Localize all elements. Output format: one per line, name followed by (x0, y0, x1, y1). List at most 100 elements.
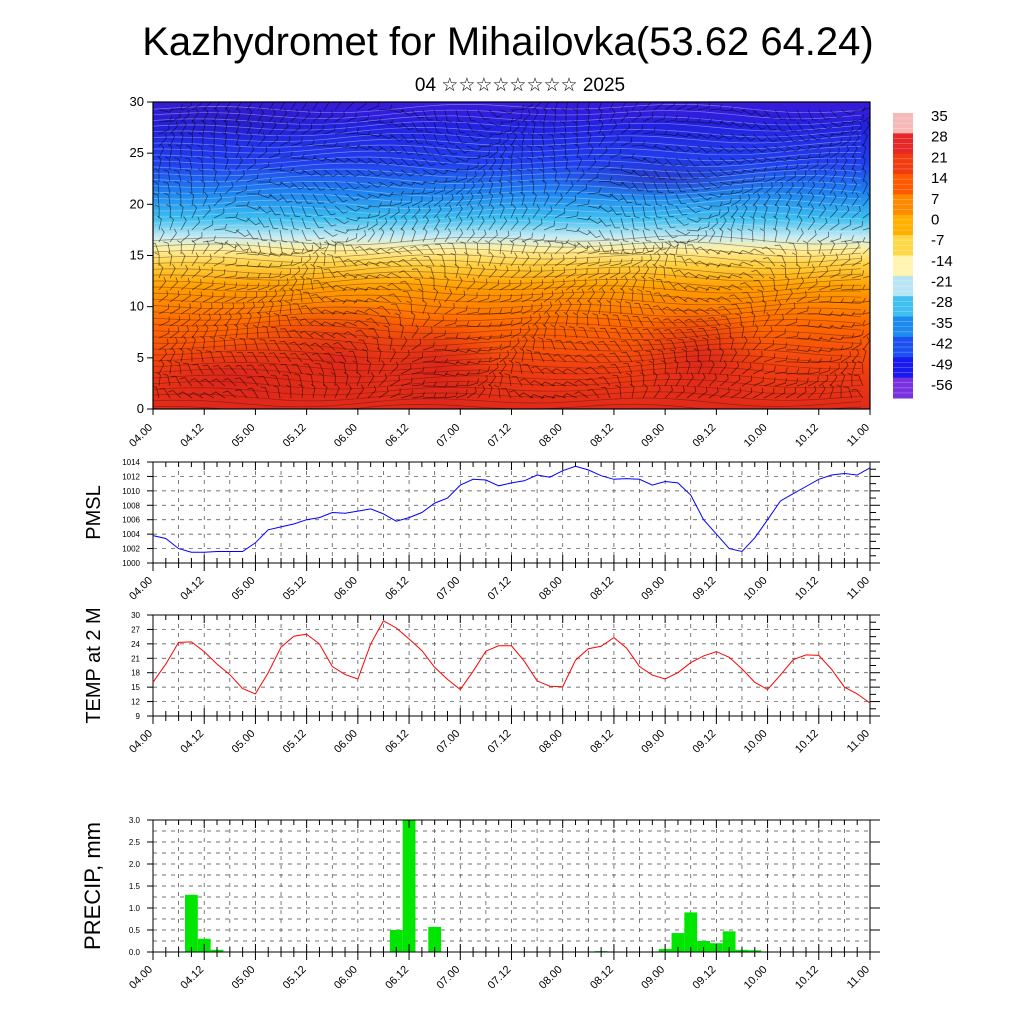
wind-barb (510, 132, 517, 147)
wind-barb (521, 279, 533, 291)
wind-barb (851, 167, 857, 183)
wind-barb (851, 132, 860, 147)
wind-barb (235, 364, 248, 375)
wind-barb (653, 217, 663, 230)
wind-barb (158, 227, 165, 243)
wind-barb (576, 278, 587, 291)
x-tick-label: 05.00 (230, 422, 258, 450)
wind-barb (235, 272, 250, 279)
wind-barb (444, 184, 456, 195)
wind-barb (622, 315, 633, 327)
wind-barb (631, 247, 645, 255)
wind-barb (367, 157, 382, 165)
wind-barb (444, 360, 460, 365)
wind-barb (472, 240, 479, 255)
wind-barb (400, 390, 413, 399)
wind-barb (326, 362, 336, 375)
wind-barb (752, 121, 767, 130)
wind-barb (602, 313, 611, 327)
wind-barb (796, 263, 801, 279)
wind-barb (851, 143, 858, 159)
wind-barb (154, 168, 160, 183)
wind-barb (331, 298, 347, 303)
wind-barb (466, 204, 474, 219)
wind-barb (763, 192, 771, 207)
wind-barb (851, 284, 866, 291)
wind-barb (774, 192, 781, 207)
wind-barb (686, 328, 699, 339)
wind-barb (312, 169, 327, 177)
wind-barb (246, 376, 259, 387)
wind-barb (162, 181, 171, 195)
wind-barb (312, 229, 325, 240)
wind-barb (364, 286, 380, 292)
wind-barb (400, 169, 415, 177)
wind-barb (294, 373, 303, 387)
wind-barb (741, 157, 757, 164)
wind-barb (488, 251, 494, 267)
wind-barb (436, 254, 446, 267)
wind-barb (609, 193, 624, 202)
wind-barb (191, 203, 198, 219)
wind-barb (730, 178, 745, 184)
wind-barb (235, 229, 250, 237)
wind-barb (520, 378, 534, 387)
wind-barb (686, 359, 691, 375)
wind-barb (768, 277, 776, 291)
wind-barb (574, 391, 589, 399)
wind-barb (609, 148, 622, 159)
wind-barb (840, 135, 851, 147)
wind-barb (281, 314, 292, 327)
wind-barb (400, 336, 408, 351)
wind-barb (620, 276, 628, 291)
wind-barb (664, 280, 677, 291)
y-tick-label: 10 (130, 299, 144, 314)
wind-barb (235, 170, 245, 183)
wind-barb (847, 372, 853, 387)
wind-barb (818, 158, 829, 171)
wind-barb (356, 230, 367, 243)
wind-barb (200, 119, 206, 135)
wind-barb (774, 355, 788, 363)
y-tick-label: 0.5 (129, 926, 141, 935)
wind-barb (529, 394, 545, 399)
wind-barb (377, 305, 391, 315)
wind-barb (719, 169, 735, 176)
wind-barb (425, 266, 435, 279)
wind-barb (686, 181, 699, 192)
wind-barb (246, 364, 259, 375)
wind-barb (411, 169, 426, 177)
wind-barb (375, 261, 391, 267)
y-axis-label: TEMP at 2 M (83, 607, 105, 723)
wind-barb (598, 193, 614, 198)
wind-barb (180, 119, 187, 135)
wind-barb (200, 335, 206, 351)
wind-barb (164, 156, 171, 171)
wind-barb (653, 113, 666, 123)
wind-barb (323, 193, 336, 204)
wind-barb (719, 197, 732, 207)
wind-barb (352, 360, 358, 375)
wind-barb (694, 308, 710, 315)
wind-barb (686, 133, 702, 139)
wind-barb (364, 274, 380, 280)
wind-barb (840, 156, 848, 171)
wind-barb (378, 227, 385, 243)
wind-barb (257, 272, 272, 279)
wind-barb (589, 327, 600, 339)
wind-barb (706, 347, 712, 363)
wind-barb (684, 318, 699, 327)
wind-barb (477, 278, 488, 291)
wind-barb (645, 290, 655, 303)
wind-barb (422, 341, 435, 351)
wind-barb (434, 243, 446, 255)
wind-barb (532, 253, 541, 267)
wind-barb (585, 366, 600, 375)
x-tick-label: 07.00 (434, 728, 462, 756)
wind-barb (526, 157, 534, 171)
wind-barb (587, 246, 601, 255)
wind-barb (280, 328, 292, 339)
wind-barb (213, 242, 224, 255)
wind-barb (829, 138, 843, 147)
